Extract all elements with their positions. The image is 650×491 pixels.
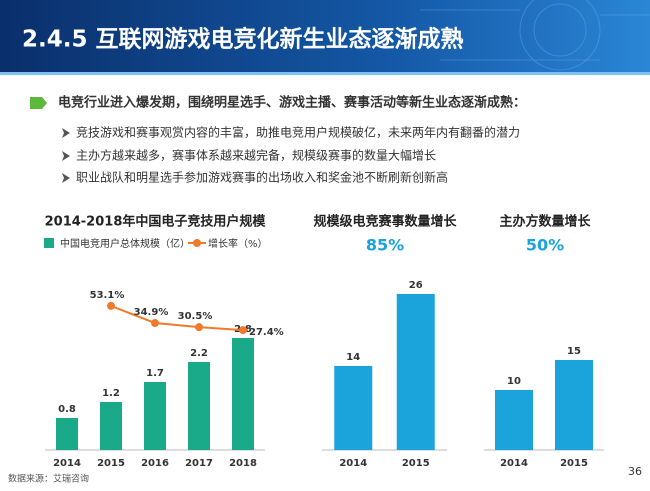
growth-annotation: 85% [366,236,404,255]
page-number: 36 [628,465,642,478]
x-tick-label: 2015 [560,458,588,469]
chart-title: 2014-2018年中国电子竞技用户规模 [45,214,267,230]
line-value-label: 53.1% [90,290,125,301]
x-tick-label: 2018 [229,458,257,469]
bar [495,390,533,450]
bar-value-label: 10 [507,376,521,387]
header-pattern [420,0,650,71]
header-rule [0,72,650,75]
bullet: 主办方越来越多，赛事体系越来越完备，规模级赛事的数量大幅增长 [76,148,436,163]
legend-swatch [44,238,54,248]
growth-point [151,319,159,328]
x-tick-label: 2014 [339,458,367,469]
slide-title: 2.4.5 互联网游戏电竞化新生业态逐渐成熟 [22,26,464,53]
bar-value-label: 26 [409,280,423,291]
intro-marker [30,97,47,109]
bar-value-label: 0.8 [58,404,76,415]
chart-title: 规模级电竞赛事数量增长 [313,214,457,230]
growth-point [107,301,115,310]
bar [56,418,78,450]
x-tick-label: 2015 [402,458,430,469]
x-tick-label: 2014 [53,458,81,469]
growth-line [110,304,244,332]
legend-swatch [193,239,201,247]
bar [232,338,254,450]
legend-label: 增长率（%） [208,237,268,250]
intro: 电竞行业进入爆发期，围绕明星选手、游戏主播、赛事活动等新生业态逐渐成熟： [58,95,526,111]
bar-value-label: 2.2 [190,348,208,359]
growth-annotation: 50% [526,236,564,255]
bullet: 竞技游戏和赛事观赏内容的丰富，助推电竞用户规模破亿，未来两年内有翻番的潜力 [76,125,520,140]
growth-point [239,326,247,335]
bar-value-label: 15 [567,346,581,357]
x-tick-label: 2015 [97,458,125,469]
bar [144,382,166,450]
bar [100,402,122,450]
bullet-markers [62,128,70,183]
bar [334,366,373,450]
chart-title: 主办方数量增长 [499,214,591,230]
header-banner [0,0,650,74]
bar [396,294,435,450]
source: 数据来源：艾瑞咨询 [8,473,89,485]
growth-point [195,323,203,332]
x-tick-label: 2014 [500,458,528,469]
legend-label: 中国电竞用户总体规模（亿） [60,237,190,250]
bar [188,362,210,450]
bullet: 职业战队和明星选手参加游戏赛事的出场收入和奖金池不断刷新创新高 [76,170,448,185]
line-value-label: 30.5% [178,311,213,322]
bar-value-label: 1.2 [102,388,120,399]
line-value-label: 27.4% [249,327,284,338]
x-tick-label: 2017 [185,458,213,469]
x-tick-label: 2016 [141,458,169,469]
bar-value-label: 1.7 [146,368,164,379]
bar [555,360,593,450]
bar-value-label: 14 [346,352,360,363]
line-value-label: 34.9% [134,307,169,318]
